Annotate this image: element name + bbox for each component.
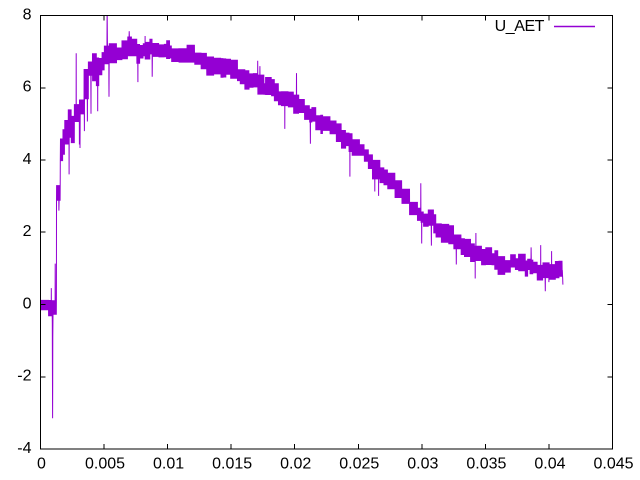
svg-text:-2: -2 [17, 368, 31, 385]
svg-text:8: 8 [23, 6, 32, 23]
svg-text:6: 6 [23, 79, 32, 96]
svg-text:-4: -4 [17, 440, 31, 457]
svg-text:0.04: 0.04 [534, 456, 565, 473]
svg-text:U_AET: U_AET [495, 18, 545, 35]
svg-text:0: 0 [23, 295, 32, 312]
svg-text:0.035: 0.035 [466, 456, 506, 473]
svg-text:4: 4 [23, 151, 32, 168]
svg-text:0.02: 0.02 [280, 456, 311, 473]
svg-text:0.01: 0.01 [153, 456, 184, 473]
svg-text:0.025: 0.025 [339, 456, 379, 473]
svg-text:0.045: 0.045 [593, 456, 633, 473]
svg-text:0.015: 0.015 [212, 456, 252, 473]
svg-text:2: 2 [23, 223, 32, 240]
svg-text:0.03: 0.03 [407, 456, 438, 473]
svg-text:0: 0 [37, 456, 46, 473]
svg-text:0.005: 0.005 [85, 456, 125, 473]
